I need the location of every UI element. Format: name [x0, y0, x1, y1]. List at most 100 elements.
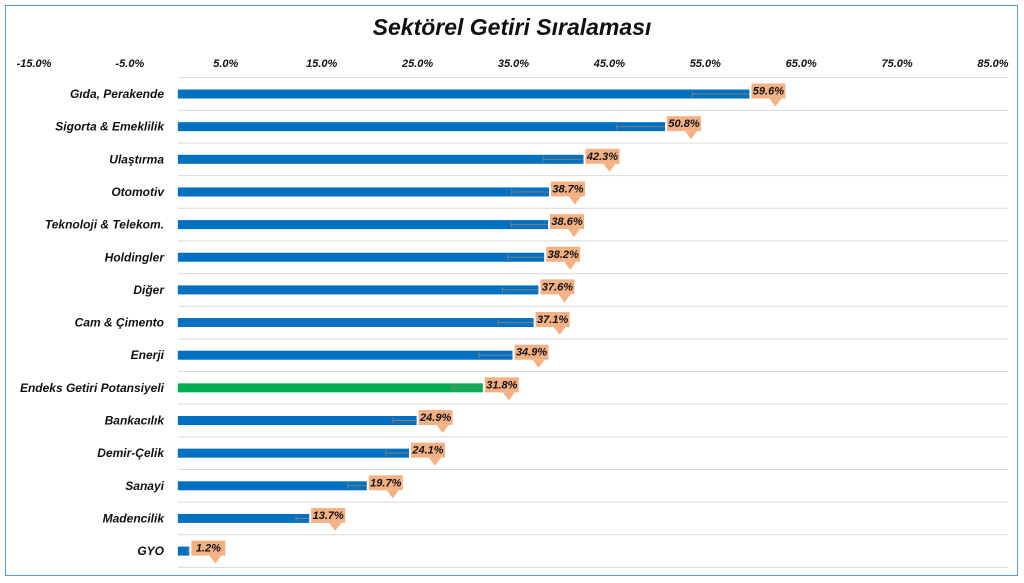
bar: [177, 383, 483, 393]
bar: [177, 350, 513, 360]
category-label: Gıda, Perakende: [70, 87, 164, 101]
value-label-pointer: [386, 490, 399, 499]
x-tick-label: 65.0%: [786, 58, 817, 70]
value-label-text: 13.7%: [313, 510, 344, 522]
value-label: 59.6%: [751, 83, 786, 107]
value-label-text: 31.8%: [486, 379, 517, 391]
value-label-text: 59.6%: [753, 86, 784, 98]
category-label: Diğer: [133, 283, 165, 297]
value-label: 38.6%: [550, 214, 585, 238]
value-label-text: 1.2%: [196, 543, 221, 555]
value-label-box: [368, 475, 403, 491]
value-label-text: 50.8%: [668, 118, 699, 130]
value-label: 24.1%: [410, 442, 445, 466]
category-label: Teknoloji & Telekom.: [45, 218, 164, 232]
category-label: Endeks Getiri Potansiyeli: [20, 381, 165, 395]
value-label: 38.2%: [546, 246, 581, 270]
category-label: Ulaştırma: [109, 152, 164, 166]
gridlines: [178, 77, 1008, 568]
value-label-pointer: [603, 163, 616, 172]
value-label-box: [667, 116, 702, 132]
value-label-box: [535, 312, 570, 328]
value-label-pointer: [568, 196, 581, 205]
value-label-pointer: [428, 457, 441, 466]
bar: [177, 89, 750, 99]
category-label: Madencilik: [103, 511, 166, 525]
value-label-text: 24.9%: [419, 412, 451, 424]
bar: [177, 448, 409, 458]
value-label-pointer: [568, 229, 581, 238]
value-label: 19.7%: [368, 475, 403, 499]
value-label-pointer: [564, 261, 577, 270]
value-label-box: [546, 246, 581, 262]
x-tick-label: 75.0%: [881, 58, 912, 70]
value-label-pointer: [685, 131, 698, 140]
value-label-pointer: [436, 425, 449, 433]
bar: [177, 252, 545, 262]
value-label-text: 38.6%: [551, 216, 582, 228]
value-label: 42.3%: [585, 148, 620, 172]
bar: [177, 285, 539, 295]
value-label-pointer: [558, 294, 571, 303]
bar: [177, 187, 549, 197]
value-label-pointer: [553, 327, 566, 336]
x-tick-label: 85.0%: [977, 58, 1008, 70]
value-label-text: 24.1%: [411, 445, 443, 457]
bar: [177, 318, 534, 328]
category-label: Sigorta & Emeklilik: [55, 120, 165, 134]
bar: [177, 513, 310, 523]
x-axis-ticks: -15.0% -5.0% 5.0% 15.0% 25.0% 35.0% 45.0% 55.0%…: [17, 58, 1009, 70]
value-label-text: 34.9%: [516, 347, 547, 359]
value-label-text: 42.3%: [586, 151, 618, 163]
value-label-box: [540, 279, 575, 295]
value-label-pointer: [329, 522, 342, 531]
value-label-box: [410, 442, 445, 458]
value-label: 38.7%: [550, 181, 585, 205]
value-label-box: [484, 377, 519, 393]
x-tick-label: 25.0%: [401, 58, 433, 70]
value-label-box: [550, 181, 585, 197]
bar: [177, 481, 367, 491]
value-label-text: 38.2%: [548, 249, 579, 261]
value-label-box: [311, 507, 346, 523]
value-label: 1.2%: [191, 540, 226, 564]
category-label: Enerji: [131, 348, 165, 362]
value-label-pointer: [209, 555, 222, 564]
value-label-pointer: [532, 359, 545, 368]
value-label-text: 37.6%: [542, 281, 573, 293]
value-label-box: [550, 214, 585, 230]
bar: [177, 416, 417, 425]
bar: [177, 154, 584, 164]
value-label: 13.7%: [311, 507, 346, 531]
bar: [177, 122, 666, 132]
x-tick-label: 55.0%: [690, 58, 721, 70]
value-label-text: 37.1%: [537, 314, 568, 326]
x-tick-label: 45.0%: [593, 58, 625, 70]
value-label-pointer: [502, 392, 515, 401]
category-label: Bankacılık: [105, 414, 166, 428]
category-labels: Gıda, Perakende Sigorta & Emeklilik Ulaştı…: [20, 87, 165, 558]
value-label-box: [191, 540, 226, 556]
category-label: Otomotiv: [111, 185, 165, 199]
x-tick-label: 5.0%: [213, 58, 238, 70]
value-label: 24.9%: [418, 410, 453, 433]
value-label: 34.9%: [514, 344, 549, 368]
value-label-box: [514, 344, 549, 360]
value-label: 50.8%: [667, 116, 702, 140]
x-tick-label: 15.0%: [306, 58, 337, 70]
value-label: 37.6%: [540, 279, 575, 303]
category-label: Sanayi: [125, 479, 164, 493]
bar: [177, 546, 190, 556]
category-label: Holdingler: [105, 250, 166, 264]
value-label: 31.8%: [484, 377, 519, 401]
category-label: GYO: [137, 544, 164, 558]
value-label-text: 38.7%: [552, 183, 583, 195]
value-label-box: [585, 148, 620, 164]
value-labels: 59.6% 50.8% 42.3% 38.7% 38.6% 38.2% 37.6% 37.1%…: [191, 83, 786, 564]
x-tick-label: -15.0%: [17, 58, 52, 70]
bar: [177, 220, 549, 230]
value-label-box: [751, 83, 786, 99]
bars: [177, 89, 750, 556]
value-label: 37.1%: [535, 312, 570, 336]
